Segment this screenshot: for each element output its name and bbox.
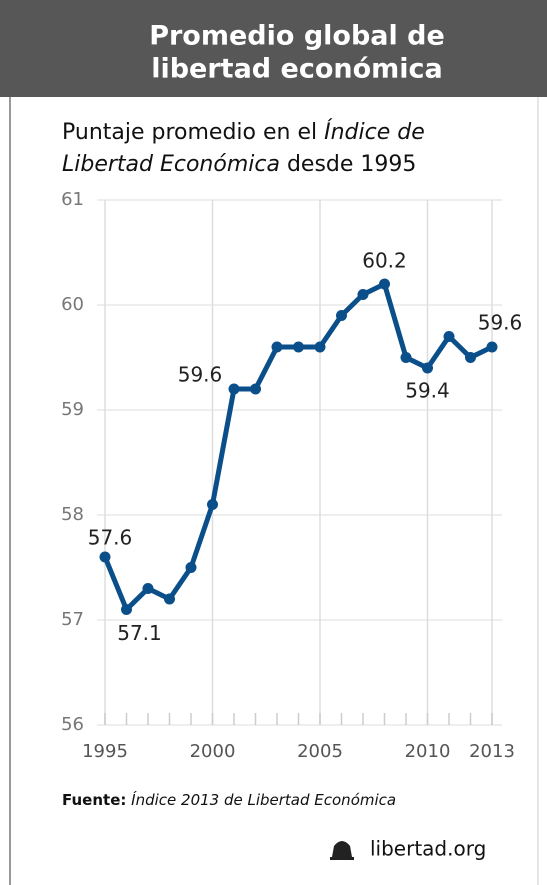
y-tick-label: 57 [61, 609, 84, 630]
x-tick-label: 2013 [469, 741, 515, 762]
point [99, 551, 111, 563]
data-label: 57.6 [88, 526, 133, 550]
point [443, 331, 455, 342]
x-tick-label: 1995 [82, 741, 128, 762]
point [465, 352, 476, 363]
source: Fuente: Índice 2013 de Libertad Económic… [62, 790, 396, 809]
y-tick-label: 58 [61, 504, 84, 525]
point [250, 383, 261, 395]
header-band [0, 0, 547, 97]
x-tick-label: 2005 [297, 741, 343, 762]
data-label: 60.2 [362, 249, 407, 273]
point [142, 583, 154, 594]
point [379, 278, 390, 290]
subtitle: Puntaje promedio en el Índice de Liberta… [62, 117, 512, 181]
y-tick-label: 61 [61, 189, 84, 210]
point [121, 604, 132, 615]
subtitle-italic: Índice de Libertad Económica [62, 120, 425, 177]
point [293, 341, 304, 353]
data-label: 59.6 [478, 311, 523, 335]
point [422, 362, 433, 374]
point [336, 310, 347, 321]
data-label: 59.6 [178, 363, 223, 387]
data-label: 57.1 [117, 621, 162, 645]
point [271, 341, 283, 353]
source-text: Índice 2013 de Libertad Económica [131, 790, 396, 809]
subtitle-part: Puntaje promedio en el [62, 120, 325, 145]
chart-title: libertad económica [151, 54, 443, 85]
line [102, 281, 494, 612]
point [314, 341, 326, 353]
x-tick-label: 2000 [190, 741, 236, 762]
data-label: 59.4 [405, 379, 450, 403]
footer: libertad.org [370, 837, 486, 861]
bell-icon [330, 841, 354, 860]
point [185, 562, 197, 573]
y-tick-label: 60 [61, 294, 84, 315]
chart-title: Promedio global de [149, 21, 445, 52]
subtitle-part: desde 1995 [279, 152, 417, 177]
point [486, 341, 498, 353]
y-tick-label: 59 [61, 399, 84, 420]
point [164, 593, 175, 605]
point [228, 383, 240, 395]
point [357, 289, 369, 300]
y-tick-label: 56 [61, 714, 84, 735]
point [400, 352, 412, 363]
source-label: Fuente: [62, 791, 126, 809]
point [207, 499, 218, 510]
x-tick-label: 2010 [405, 741, 451, 762]
